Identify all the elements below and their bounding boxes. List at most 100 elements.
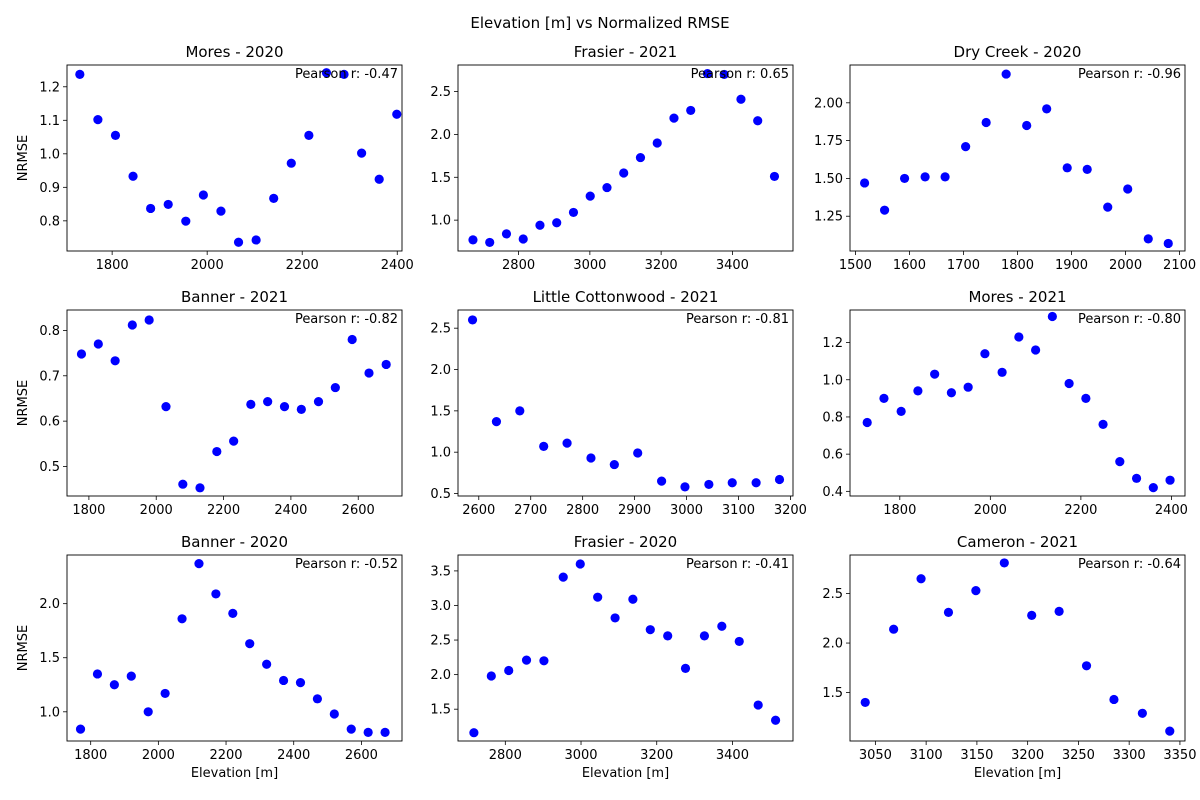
data-point bbox=[161, 402, 171, 412]
y-tick-label: 1.0 bbox=[430, 446, 451, 461]
y-tick-label: 0.4 bbox=[822, 485, 843, 500]
data-point bbox=[736, 94, 746, 104]
data-point bbox=[143, 707, 153, 717]
data-point bbox=[940, 172, 950, 182]
axes-frame bbox=[66, 64, 403, 252]
data-point bbox=[585, 191, 595, 201]
data-point bbox=[381, 359, 391, 370]
data-point bbox=[110, 130, 121, 140]
data-point bbox=[246, 399, 256, 409]
data-point bbox=[486, 671, 496, 681]
data-point bbox=[963, 382, 973, 392]
data-point bbox=[862, 417, 872, 428]
subplot-8: Frasier - 2020 2800 3000 3200 3400 1.5 2.0 2.5 3… bbox=[430, 533, 794, 781]
data-point bbox=[76, 349, 87, 359]
x-tick-label: 3000 bbox=[670, 503, 703, 518]
data-point bbox=[364, 368, 374, 378]
data-point bbox=[656, 476, 667, 486]
data-point bbox=[980, 349, 990, 359]
data-point bbox=[1103, 202, 1113, 212]
pearson-annotation: Pearson r: 0.65 bbox=[691, 67, 789, 82]
x-tick-label: 3250 bbox=[1062, 748, 1095, 763]
y-tick-label: 2.5 bbox=[430, 634, 451, 649]
x-axis-label: Elevation [m] bbox=[191, 766, 278, 781]
x-tick-label: 2000 bbox=[142, 748, 175, 763]
data-point bbox=[1031, 345, 1041, 355]
data-point bbox=[321, 68, 332, 78]
data-point bbox=[392, 109, 402, 119]
data-point bbox=[751, 478, 761, 488]
data-point bbox=[467, 315, 478, 325]
data-point bbox=[296, 404, 306, 414]
data-point bbox=[144, 315, 154, 325]
x-tick-label: 1800 bbox=[72, 503, 105, 518]
data-point bbox=[774, 474, 785, 485]
data-point bbox=[562, 438, 572, 448]
y-tick-label: 3.5 bbox=[430, 564, 451, 579]
data-point bbox=[491, 417, 502, 427]
subplot-title: Frasier - 2021 bbox=[574, 43, 677, 61]
y-tick-label: 2.5 bbox=[430, 322, 451, 337]
data-point bbox=[501, 229, 512, 239]
subplot-3: Dry Creek - 2020 1500 1600 1700 1800 1900 2000… bbox=[814, 43, 1196, 273]
y-tick-label: 2.0 bbox=[430, 668, 451, 683]
data-point bbox=[245, 639, 255, 649]
data-point bbox=[859, 178, 870, 188]
data-point bbox=[997, 367, 1007, 377]
data-point bbox=[1098, 419, 1108, 429]
y-tick-label: 1.2 bbox=[822, 336, 843, 351]
data-point bbox=[899, 173, 910, 184]
y-tick-label: 0.9 bbox=[39, 181, 60, 196]
data-point bbox=[347, 334, 357, 345]
data-point bbox=[652, 138, 662, 148]
data-point bbox=[469, 728, 479, 738]
x-tick-label: 3050 bbox=[859, 748, 892, 763]
y-tick-label: 0.8 bbox=[822, 410, 843, 425]
subplot-6: Mores - 2021 1800 2000 2200 2400 0.4 0.6 0.8 1.0… bbox=[822, 288, 1188, 518]
data-point bbox=[586, 453, 596, 463]
x-tick-label: 2400 bbox=[1155, 503, 1188, 518]
y-tick-label: 2.0 bbox=[430, 363, 451, 378]
data-point bbox=[930, 369, 940, 379]
data-point bbox=[515, 406, 525, 416]
subplot-title: Little Cottonwood - 2021 bbox=[533, 288, 719, 306]
data-point bbox=[357, 148, 367, 158]
subplot-grid: Mores - 2020 1800 2000 2200 2400 0.8 0.9 1.0 1.1… bbox=[16, 43, 1196, 781]
y-tick-label: 2.0 bbox=[430, 128, 451, 143]
data-point bbox=[304, 130, 314, 140]
data-point bbox=[770, 715, 781, 725]
data-point bbox=[380, 727, 390, 737]
x-tick-label: 3400 bbox=[716, 748, 749, 763]
data-point bbox=[593, 592, 603, 602]
x-tick-label: 2000 bbox=[1109, 258, 1142, 273]
subplot-title: Mores - 2021 bbox=[968, 288, 1066, 306]
data-point bbox=[702, 68, 713, 79]
data-point bbox=[1163, 238, 1173, 249]
x-tick-label: 1800 bbox=[96, 258, 129, 273]
x-tick-label: 2600 bbox=[342, 503, 375, 518]
data-point bbox=[879, 205, 890, 215]
x-tick-label: 1700 bbox=[947, 258, 980, 273]
data-point bbox=[1143, 234, 1153, 244]
data-point bbox=[504, 665, 514, 676]
data-point bbox=[1064, 378, 1074, 389]
data-point bbox=[251, 235, 261, 245]
data-point bbox=[645, 625, 655, 635]
data-point bbox=[93, 339, 103, 349]
y-tick-label: 2.0 bbox=[39, 597, 60, 612]
data-point bbox=[913, 386, 923, 396]
x-tick-label: 2400 bbox=[277, 748, 310, 763]
data-point bbox=[126, 671, 136, 681]
data-point bbox=[229, 436, 239, 446]
data-point bbox=[889, 624, 899, 634]
x-tick-label: 2200 bbox=[209, 748, 242, 763]
x-tick-label: 1800 bbox=[74, 748, 107, 763]
data-point bbox=[468, 235, 478, 245]
y-tick-label: 1.50 bbox=[814, 172, 843, 187]
data-point bbox=[177, 614, 187, 624]
x-tick-label: 2400 bbox=[274, 503, 307, 518]
data-point bbox=[680, 482, 690, 492]
data-point bbox=[1137, 708, 1147, 718]
y-tick-label: 1.5 bbox=[430, 171, 451, 186]
data-point bbox=[539, 656, 549, 666]
